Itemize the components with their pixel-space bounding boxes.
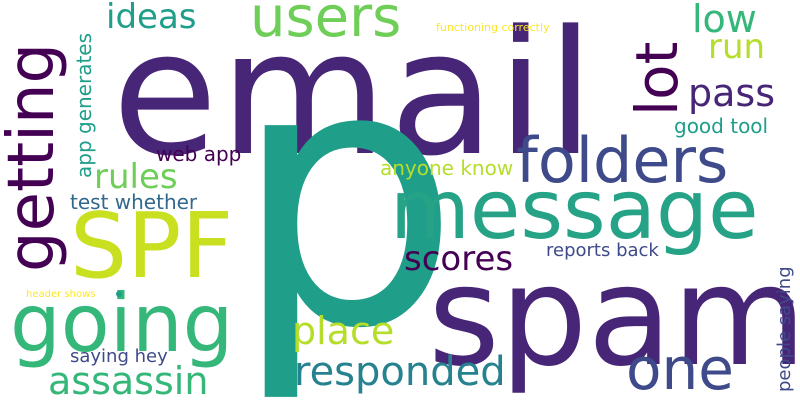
word-pass: pass bbox=[688, 71, 776, 115]
word-saying-hey: saying hey bbox=[70, 346, 168, 367]
word-users: users bbox=[250, 0, 402, 50]
word-anyone-know: anyone know bbox=[380, 156, 514, 180]
word-reports-back: reports back bbox=[546, 240, 659, 261]
word-going: going bbox=[10, 277, 234, 370]
word-rules: rules bbox=[94, 157, 178, 197]
word-spf: SPF bbox=[70, 194, 234, 299]
decorative-dot bbox=[116, 291, 122, 297]
word-lot: lot bbox=[623, 41, 691, 116]
word-people-saying: people saying bbox=[774, 266, 795, 392]
word-one: one bbox=[626, 335, 734, 400]
word-responded: responded bbox=[294, 349, 506, 395]
word-good-tool: good tool bbox=[674, 114, 769, 138]
word-ideas: ideas bbox=[106, 0, 197, 37]
word-message: message bbox=[390, 163, 759, 258]
word-email: email bbox=[112, 0, 597, 194]
word-functioning-correctly: functioning correctly bbox=[436, 21, 550, 34]
word-low: low bbox=[692, 0, 757, 41]
word-p: p bbox=[232, 0, 461, 400]
word-assassin: assassin bbox=[48, 359, 209, 400]
word-header-shows: header shows bbox=[26, 289, 96, 300]
word-getting: getting bbox=[0, 42, 69, 272]
word-spam: spam bbox=[428, 236, 800, 397]
word-web-app: web app bbox=[156, 142, 242, 166]
word-place: place bbox=[292, 309, 395, 353]
word-run: run bbox=[708, 27, 766, 67]
word-app-generates: app generates bbox=[72, 32, 96, 178]
word-scores: scores bbox=[404, 239, 514, 279]
word-folders: folders bbox=[516, 124, 729, 197]
word-test-whether: test whether bbox=[70, 190, 198, 214]
